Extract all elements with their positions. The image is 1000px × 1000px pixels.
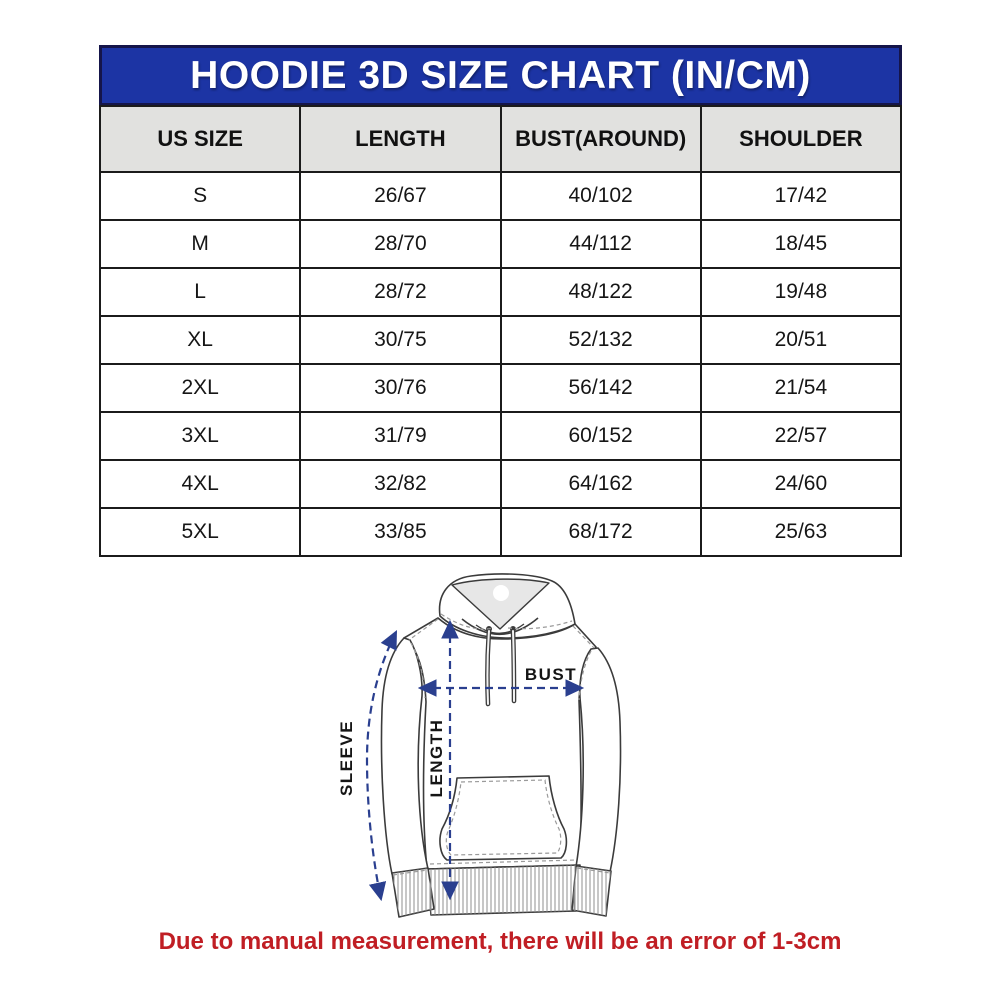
bust-cell: 52/132 — [499, 315, 702, 365]
length-cell: 32/82 — [299, 459, 502, 509]
table-row-s: S 26/67 40/102 17/42 — [98, 171, 903, 221]
column-header-length: LENGTH — [299, 105, 502, 173]
length-cell: 26/67 — [299, 171, 502, 221]
bust-cell: 56/142 — [499, 363, 702, 413]
collar-inner-arc — [475, 623, 525, 634]
size-cell: L — [98, 267, 302, 317]
drawstring-left-highlight — [486, 630, 490, 705]
hoodie-right-sleeve — [575, 647, 622, 873]
table-row-3xl: 3XL 31/79 60/152 22/57 — [98, 411, 903, 461]
bust-label: BUST — [525, 665, 577, 684]
bust-cell: 60/152 — [499, 411, 702, 461]
size-cell: 5XL — [98, 507, 302, 557]
hood-notch — [493, 585, 509, 601]
bust-cell: 64/162 — [499, 459, 702, 509]
length-cell: 28/70 — [299, 219, 502, 269]
table-row-5xl: 5XL 33/85 68/172 25/63 — [98, 507, 903, 557]
sleeve-label: SLEEVE — [337, 720, 356, 796]
shoulder-cell: 20/51 — [699, 315, 903, 365]
shoulder-cell: 19/48 — [699, 267, 903, 317]
table-row-xl: XL 30/75 52/132 20/51 — [98, 315, 903, 365]
size-chart-panel: HOODIE 3D SIZE CHART (IN/CM) US SIZE LEN… — [98, 45, 903, 557]
bust-cell: 48/122 — [499, 267, 702, 317]
hood-lining — [451, 578, 550, 630]
shoulder-cell: 22/57 — [699, 411, 903, 461]
bust-cell: 68/172 — [499, 507, 702, 557]
column-header-bust: BUST(AROUND) — [499, 105, 702, 173]
shoulder-cell: 18/45 — [699, 219, 903, 269]
length-label: LENGTH — [427, 719, 446, 798]
table-row-m: M 28/70 44/112 18/45 — [98, 219, 903, 269]
size-table-header: US SIZE LENGTH BUST(AROUND) SHOULDER — [98, 105, 903, 173]
hoodie-measurement-diagram: BUST LENGTH SLEEVE — [330, 568, 670, 933]
drawstring-right-highlight — [512, 630, 515, 702]
chart-title: HOODIE 3D SIZE CHART (IN/CM) — [99, 45, 902, 106]
table-row-2xl: 2XL 30/76 56/142 21/54 — [98, 363, 903, 413]
bust-cell: 44/112 — [499, 219, 702, 269]
bust-cell: 40/102 — [499, 171, 702, 221]
size-cell: 4XL — [98, 459, 302, 509]
kangaroo-pocket — [439, 775, 568, 861]
size-cell: 3XL — [98, 411, 302, 461]
column-header-us-size: US SIZE — [98, 105, 302, 173]
length-cell: 28/72 — [299, 267, 502, 317]
length-cell: 30/75 — [299, 315, 502, 365]
shoulder-cell: 21/54 — [699, 363, 903, 413]
table-row-l: L 28/72 48/122 19/48 — [98, 267, 903, 317]
size-table: US SIZE LENGTH BUST(AROUND) SHOULDER S 2… — [98, 105, 903, 557]
hoodie-sketch-icon: BUST LENGTH SLEEVE — [337, 573, 622, 918]
size-cell: S — [98, 171, 302, 221]
size-cell: 2XL — [98, 363, 302, 413]
size-cell: M — [98, 219, 302, 269]
length-cell: 31/79 — [299, 411, 502, 461]
length-cell: 33/85 — [299, 507, 502, 557]
sleeve-arrow — [365, 630, 397, 902]
table-row-4xl: 4XL 32/82 64/162 24/60 — [98, 459, 903, 509]
shoulder-cell: 24/60 — [699, 459, 903, 509]
header-row: US SIZE LENGTH BUST(AROUND) SHOULDER — [98, 105, 903, 173]
shoulder-cell: 25/63 — [699, 507, 903, 557]
hoodie-left-sleeve — [380, 637, 429, 875]
right-cuff-ribbing — [573, 866, 611, 916]
size-table-body: S 26/67 40/102 17/42 M 28/70 44/112 18/4… — [98, 171, 903, 557]
collar-arc — [461, 617, 539, 636]
size-cell: XL — [98, 315, 302, 365]
column-header-shoulder: SHOULDER — [699, 105, 903, 173]
measurement-disclaimer: Due to manual measurement, there will be… — [158, 928, 842, 955]
shoulder-cell: 17/42 — [699, 171, 903, 221]
length-cell: 30/76 — [299, 363, 502, 413]
